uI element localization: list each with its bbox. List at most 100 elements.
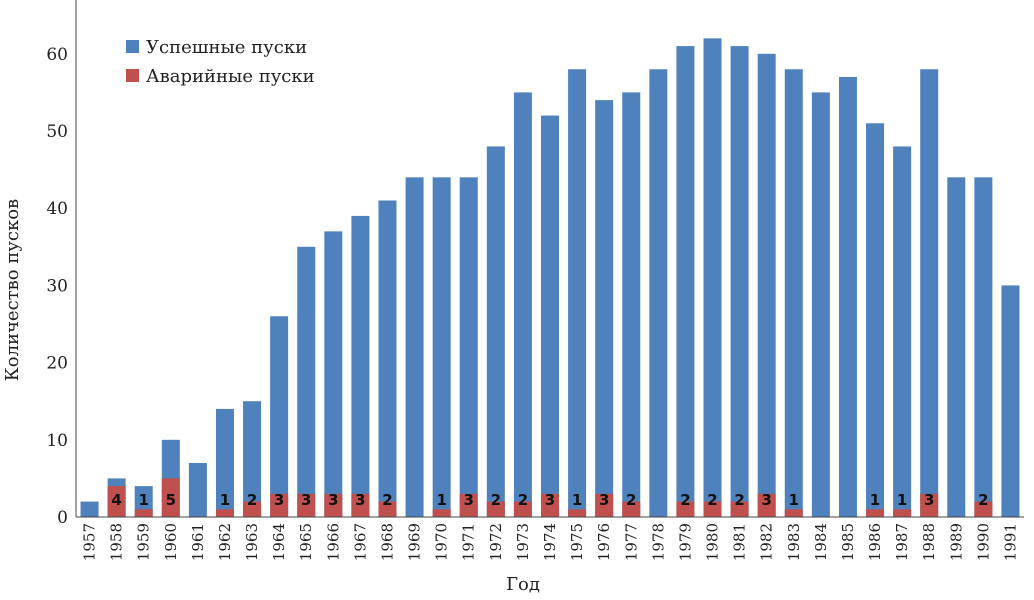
bar-success-1970	[432, 177, 451, 517]
bar-failure-1968	[378, 501, 397, 517]
data-label-failure-1977: 2	[626, 491, 636, 509]
bar-success-1987	[893, 146, 912, 517]
bar-success-1965	[297, 246, 316, 518]
failure-bars	[107, 478, 993, 517]
data-label-failure-1982: 3	[761, 491, 771, 509]
data-label-failure-1980: 2	[707, 491, 717, 509]
x-tick-label-1972: 1972	[487, 523, 505, 561]
bar-success-1973	[513, 92, 532, 518]
bar-success-1983	[784, 69, 803, 518]
bar-success-1966	[324, 231, 343, 518]
y-tick-label-50: 50	[46, 122, 68, 142]
bar-failure-1982	[757, 493, 776, 517]
bar-failure-1979	[676, 501, 695, 517]
data-label-failure-1990: 2	[978, 491, 988, 509]
x-tick-label-1987: 1987	[893, 523, 911, 561]
x-tick-label-1984: 1984	[812, 523, 830, 561]
bar-success-1984	[811, 92, 830, 518]
legend-label-failure: Аварийные пуски	[146, 66, 315, 87]
x-tick-label-1960: 1960	[162, 523, 180, 561]
x-tick-label-1975: 1975	[568, 523, 586, 561]
x-tick-label-1964: 1964	[270, 523, 288, 561]
y-axis-label: Количество пусков	[2, 199, 23, 381]
data-label-failure-1983: 1	[789, 491, 799, 509]
bar-success-1967	[351, 215, 370, 518]
data-label-failure-1974: 3	[545, 491, 555, 509]
x-tick-label-1974: 1974	[541, 523, 559, 561]
data-label-failure-1963: 2	[247, 491, 257, 509]
bar-success-1961	[188, 462, 207, 517]
x-tick-label-1959: 1959	[135, 523, 153, 561]
success-bars	[80, 38, 1020, 518]
data-label-failure-1965: 3	[301, 491, 311, 509]
x-tick-label-1966: 1966	[324, 523, 342, 561]
x-tick-label-1981: 1981	[731, 523, 749, 561]
x-tick-label-1967: 1967	[351, 523, 369, 561]
bar-failure-1988	[920, 493, 939, 517]
x-tick-label-1990: 1990	[974, 523, 992, 561]
data-label-failure-1968: 2	[382, 491, 392, 509]
y-tick-label-0: 0	[57, 508, 68, 528]
x-tick-label-1971: 1971	[460, 523, 478, 561]
data-label-failure-1958: 4	[111, 491, 121, 509]
data-label-failure-1962: 1	[220, 491, 230, 509]
y-tick-label-60: 60	[46, 45, 68, 65]
data-label-failure-1967: 3	[355, 491, 365, 509]
x-tick-label-1985: 1985	[839, 523, 857, 561]
bar-success-1972	[486, 146, 505, 517]
bar-failure-1987	[893, 509, 912, 517]
data-label-failure-1971: 3	[464, 491, 474, 509]
bar-failure-1971	[459, 493, 478, 517]
x-tick-label-1979: 1979	[676, 523, 694, 561]
data-label-failure-1986: 1	[870, 491, 880, 509]
bar-success-1971	[459, 177, 478, 517]
bar-success-1962	[215, 408, 234, 517]
legend: Успешные пуски Аварийные пуски	[126, 37, 315, 87]
x-axis-ticks: 1957 1958 1959 1960 1961 1962 1963 1964 1965 1966…	[81, 523, 1020, 561]
bar-failure-1973	[513, 501, 532, 517]
x-tick-label-1968: 1968	[378, 523, 396, 561]
bar-success-1978	[649, 69, 668, 518]
bar-success-1957	[80, 501, 99, 517]
bar-success-1989	[947, 177, 966, 517]
y-tick-label-30: 30	[46, 276, 68, 296]
bar-failure-1986	[866, 509, 885, 517]
data-label-failure-1972: 2	[491, 491, 501, 509]
bar-failure-1964	[270, 493, 289, 517]
bar-failure-1970	[432, 509, 451, 517]
bar-success-1986	[866, 123, 885, 517]
bar-success-1979	[676, 46, 695, 517]
bar-failure-1963	[243, 501, 262, 517]
y-tick-label-20: 20	[46, 354, 68, 374]
data-label-failure-1979: 2	[680, 491, 690, 509]
x-tick-label-1991: 1991	[1001, 523, 1019, 561]
bar-success-1963	[243, 401, 262, 517]
bar-failure-1962	[215, 509, 234, 517]
bar-success-1976	[595, 100, 614, 518]
bar-failure-1972	[486, 501, 505, 517]
bar-failure-1980	[703, 501, 722, 517]
x-axis-label: Год	[506, 574, 540, 595]
x-tick-label-1961: 1961	[189, 523, 207, 561]
bar-success-1975	[568, 69, 587, 518]
bar-failure-1974	[541, 493, 559, 517]
x-tick-label-1988: 1988	[920, 523, 938, 561]
bar-success-1985	[838, 76, 857, 518]
bar-success-1974	[541, 115, 559, 517]
data-label-failure-1975: 1	[572, 491, 582, 509]
data-label-failure-1966: 3	[328, 491, 338, 509]
x-tick-label-1957: 1957	[81, 523, 99, 561]
bar-failure-1965	[297, 493, 316, 517]
bar-success-1969	[405, 177, 424, 517]
bar-failure-1960	[161, 478, 180, 517]
y-tick-label-40: 40	[46, 199, 68, 219]
bar-failure-1983	[784, 509, 803, 517]
x-tick-label-1989: 1989	[947, 523, 965, 561]
x-tick-label-1980: 1980	[704, 523, 722, 561]
data-label-failure-1976: 3	[599, 491, 609, 509]
legend-label-success: Успешные пуски	[146, 37, 307, 58]
y-tick-label-10: 10	[46, 431, 68, 451]
bar-success-1968	[378, 200, 397, 518]
data-label-failure-1988: 3	[924, 491, 934, 509]
